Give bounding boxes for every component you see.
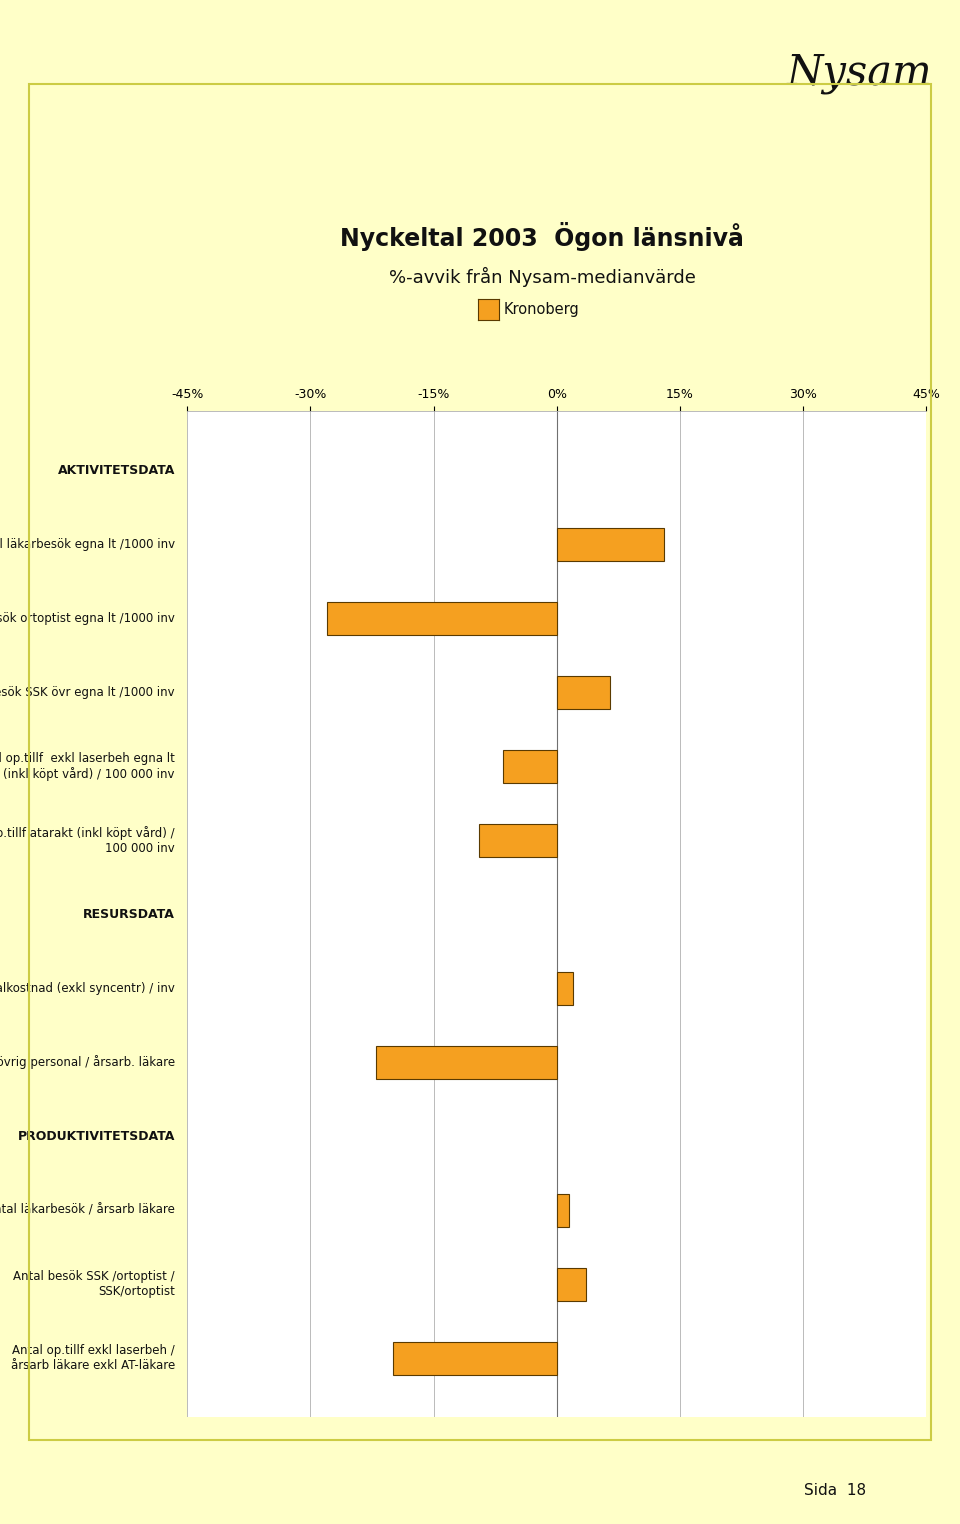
Text: Nysam: Nysam — [786, 52, 932, 94]
Bar — [557, 1193, 569, 1227]
Text: AKTIVITETSDATA: AKTIVITETSDATA — [58, 465, 175, 477]
Text: Antal besök SSK /ortoptist /
SSK/ortoptist: Antal besök SSK /ortoptist / SSK/ortopti… — [13, 1269, 175, 1298]
Text: Antal op.tillf atarakt (inkl köpt vård) /
100 000 inv: Antal op.tillf atarakt (inkl köpt vård) … — [0, 826, 175, 855]
Text: Antal besök ortoptist egna lt /1000 inv: Antal besök ortoptist egna lt /1000 inv — [0, 613, 175, 625]
Text: Antal övrig personal / årsarb. läkare: Antal övrig personal / årsarb. läkare — [0, 1055, 175, 1070]
Bar — [503, 750, 557, 783]
Text: PRODUKTIVITETSDATA: PRODUKTIVITETSDATA — [17, 1129, 175, 1143]
Bar — [393, 1341, 557, 1375]
Bar — [557, 527, 663, 561]
Text: Antal op.tillf exkl laserbeh /
årsarb läkare exkl AT-läkare: Antal op.tillf exkl laserbeh / årsarb lä… — [11, 1344, 175, 1372]
Text: Antal besök SSK övr egna lt /1000 inv: Antal besök SSK övr egna lt /1000 inv — [0, 686, 175, 700]
Bar — [557, 972, 573, 1004]
Text: Personalkostnad (exkl syncentr) / inv: Personalkostnad (exkl syncentr) / inv — [0, 981, 175, 995]
Text: Antal läkarbesök / årsarb läkare: Antal läkarbesök / årsarb läkare — [0, 1204, 175, 1216]
Bar — [326, 602, 557, 636]
Text: Antal läkarbesök egna lt /1000 inv: Antal läkarbesök egna lt /1000 inv — [0, 538, 175, 552]
Text: %-avvik från Nysam-medianvärde: %-avvik från Nysam-medianvärde — [389, 267, 696, 288]
Text: Nyckeltal 2003  Ögon länsnivå: Nyckeltal 2003 Ögon länsnivå — [341, 221, 744, 251]
Text: Antal op.tillf  exkl laserbeh egna lt
(inkl köpt vård) / 100 000 inv: Antal op.tillf exkl laserbeh egna lt (in… — [0, 751, 175, 782]
Bar — [557, 1268, 586, 1301]
Bar — [376, 1045, 557, 1079]
Text: Kronoberg: Kronoberg — [504, 302, 580, 317]
Bar — [557, 675, 611, 709]
Text: Sida  18: Sida 18 — [804, 1483, 866, 1498]
Text: RESURSDATA: RESURSDATA — [83, 908, 175, 920]
Bar — [479, 824, 557, 856]
